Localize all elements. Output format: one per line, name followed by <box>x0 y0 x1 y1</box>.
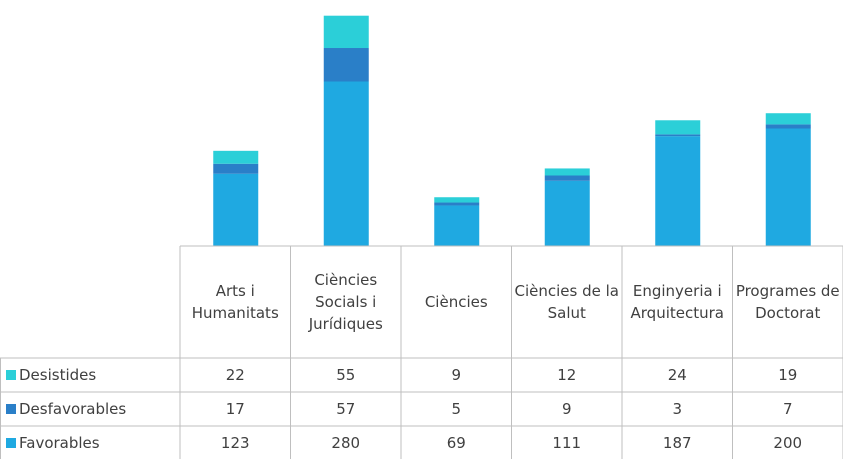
table-value: 7 <box>733 392 843 426</box>
table-value: 123 <box>180 426 291 459</box>
label: 7 <box>782 400 793 418</box>
category-label: Ciències de la Salut <box>512 246 623 358</box>
bar-segment <box>434 202 480 206</box>
label: 111 <box>552 434 582 452</box>
category-label: Arts i Humanitats <box>180 246 291 358</box>
label: 55 <box>336 366 356 384</box>
label: 5 <box>451 400 462 418</box>
legend-label: Favorables <box>19 434 100 452</box>
label: 22 <box>225 366 245 384</box>
label: 57 <box>336 400 356 418</box>
label: 17 <box>225 400 245 418</box>
bar-segment <box>655 120 701 135</box>
bar-segment <box>544 175 590 181</box>
bar-segment <box>323 48 369 82</box>
table-value: 17 <box>180 392 291 426</box>
label: 3 <box>672 400 683 418</box>
label: 123 <box>220 434 250 452</box>
category-label: Ciències Socials i Jurídiques <box>291 246 402 358</box>
legend-key <box>6 404 16 414</box>
label: 19 <box>778 366 798 384</box>
table-value: 9 <box>512 392 623 426</box>
label: 9 <box>561 400 572 418</box>
label: 12 <box>557 366 577 384</box>
table-value: 3 <box>622 392 733 426</box>
category-label: Enginyeria i Arquitectura <box>622 246 733 358</box>
table-value: 24 <box>622 358 733 392</box>
bar-segment <box>323 15 369 49</box>
legend-label: Desistides <box>19 366 97 384</box>
bar-segment <box>323 81 369 246</box>
label: 187 <box>662 434 692 452</box>
bar-segment <box>655 136 701 246</box>
label: Arts i Humanitats <box>191 282 279 322</box>
category-label: Programes de Doctorat <box>733 246 843 358</box>
table-value: 9 <box>401 358 512 392</box>
table-value: 19 <box>733 358 843 392</box>
bar-segment <box>544 180 590 246</box>
label: 9 <box>451 366 462 384</box>
legend-entry: Favorables <box>0 426 180 459</box>
table-value: 57 <box>291 392 402 426</box>
bar-segment <box>655 134 701 137</box>
legend-label: Desfavorables <box>19 400 127 418</box>
label: Enginyeria i Arquitectura <box>630 282 724 322</box>
table-value: 22 <box>180 358 291 392</box>
bar-segment <box>213 173 259 246</box>
table-value: 12 <box>512 358 623 392</box>
bar-segment <box>434 205 480 246</box>
bar-segment <box>765 124 811 129</box>
bar-segment <box>544 168 590 176</box>
table-value: 5 <box>401 392 512 426</box>
table-value: 111 <box>512 426 623 459</box>
label: 69 <box>446 434 466 452</box>
legend-key <box>6 438 16 448</box>
bar-segment <box>213 150 259 164</box>
label: Ciències <box>424 293 488 311</box>
bar-segment <box>765 128 811 246</box>
table-value: 187 <box>622 426 733 459</box>
label: Programes de Doctorat <box>735 282 840 322</box>
label: Ciències de la Salut <box>514 282 619 322</box>
legend-entry: Desfavorables <box>0 392 180 426</box>
bar-segment <box>765 113 811 125</box>
category-label: Ciències <box>401 246 512 358</box>
bar-segment <box>213 163 259 174</box>
table-value: 280 <box>291 426 402 459</box>
legend-entry: Desistides <box>0 358 180 392</box>
label: 24 <box>667 366 687 384</box>
bar-segment <box>434 197 480 203</box>
label: 200 <box>773 434 803 452</box>
legend-key <box>6 370 16 380</box>
table-value: 69 <box>401 426 512 459</box>
table-value: 200 <box>733 426 843 459</box>
label: Ciències Socials i Jurídiques <box>308 271 383 333</box>
table-value: 55 <box>291 358 402 392</box>
label: 280 <box>331 434 361 452</box>
